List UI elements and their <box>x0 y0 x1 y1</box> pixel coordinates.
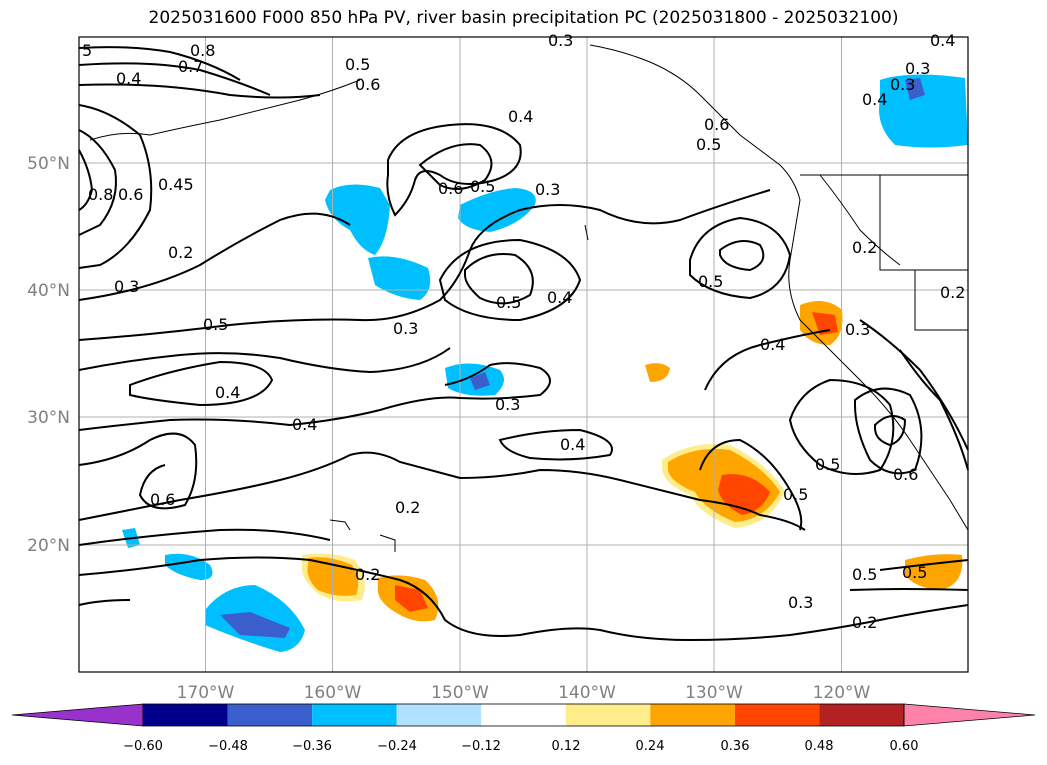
contour-label: 0.3 <box>788 593 813 612</box>
contour-label: 0.3 <box>114 277 139 296</box>
lat-tick-labels: 50°N 40°N 30°N 20°N <box>27 154 70 556</box>
colorbar-tick-label: −0.60 <box>123 739 163 754</box>
lat-tick-label: 30°N <box>27 408 70 428</box>
lat-tick-label: 20°N <box>27 536 70 556</box>
colorbar-tick-labels: −0.60 −0.48 −0.36 −0.24 −0.12 0.12 0.24 … <box>123 739 918 754</box>
contour-label: 0.3 <box>905 59 930 78</box>
contour-label: 0.4 <box>215 383 240 402</box>
contour-label: 5 <box>82 41 92 60</box>
contour-label: 0.6 <box>893 465 918 484</box>
colorbar-tick-label: −0.48 <box>208 739 248 754</box>
colorbar-tick-label: 0.60 <box>890 739 919 754</box>
lon-tick-label: 160°W <box>304 683 362 703</box>
lon-tick-labels: 170°W 160°W 150°W 140°W 130°W 120°W <box>177 683 871 703</box>
lon-tick-label: 120°W <box>813 683 871 703</box>
colorbar-segment <box>481 704 566 726</box>
colorbar-extend-low <box>11 703 144 727</box>
colorbar-segment <box>143 704 228 726</box>
contour-label: 0.3 <box>495 395 520 414</box>
contour-label: 0.5 <box>496 293 521 312</box>
contour-label: 0.3 <box>393 319 418 338</box>
colorbar-tick-label: −0.24 <box>377 739 417 754</box>
contour-label: 0.6 <box>150 490 175 509</box>
contour-label: 0.3 <box>535 180 560 199</box>
contour-label: 0.5 <box>698 272 723 291</box>
map-title: 2025031600 F000 850 hPa PV, river basin … <box>148 8 899 28</box>
contour-label: 0.2 <box>940 283 965 302</box>
contour-label: 0.6 <box>355 75 380 94</box>
map-frame <box>78 36 969 673</box>
contour-label: 0.4 <box>862 90 887 109</box>
pv-contours <box>78 46 969 642</box>
colorbar-segment <box>312 704 397 726</box>
contour-label: 0.5 <box>852 565 877 584</box>
colorbar-segment <box>565 704 651 726</box>
contour-label: 0.6 <box>438 179 463 198</box>
contour-label: 0.4 <box>760 335 785 354</box>
contour-label: 0.3 <box>890 75 915 94</box>
lon-tick-label: 150°W <box>431 683 489 703</box>
contour-label: 0.5 <box>783 485 808 504</box>
contour-label: 0.4 <box>292 415 317 434</box>
colorbar-tick-label: −0.36 <box>292 739 332 754</box>
contour-label: 0.5 <box>902 563 927 582</box>
contour-label: 0.4 <box>930 31 955 50</box>
contour-label: 0.8 <box>88 185 113 204</box>
contour-label: 0.2 <box>395 498 420 517</box>
colorbar-segment <box>227 704 313 726</box>
contour-label: 0.5 <box>696 135 721 154</box>
contour-label: 0.45 <box>158 175 194 194</box>
contour-label: 0.4 <box>547 288 572 307</box>
colorbar-frame <box>142 703 905 727</box>
contour-label: 0.2 <box>168 243 193 262</box>
contour-label: 0.5 <box>345 55 370 74</box>
colorbar-tick-label: 0.24 <box>636 739 665 754</box>
contour-label: 0.2 <box>852 238 877 257</box>
contour-label: 0.5 <box>203 315 228 334</box>
colorbar-segment <box>819 704 904 726</box>
contour-label: 0.4 <box>508 107 533 126</box>
colorbar-segment <box>396 704 482 726</box>
contour-label: 0.4 <box>560 435 585 454</box>
colorbar-tick-label: 0.48 <box>805 739 834 754</box>
contour-label: 0.3 <box>548 31 573 50</box>
contour-label: 0.7 <box>178 57 203 76</box>
contour-label: 0.3 <box>845 320 870 339</box>
contour-labels: 5 0.8 0.7 0.6 0.5 0.4 0.3 0.4 0.6 0.5 0.… <box>82 31 965 632</box>
colorbar-extend-high <box>903 703 1036 727</box>
colorbar-tick-label: 0.12 <box>552 739 581 754</box>
colorbar <box>11 703 1036 727</box>
contour-label: 0.6 <box>118 185 143 204</box>
contour-label: 0.2 <box>852 613 877 632</box>
colorbar-tick-label: 0.36 <box>721 739 750 754</box>
lon-tick-label: 170°W <box>177 683 235 703</box>
precip-shading <box>122 74 968 652</box>
contour-label: 0.6 <box>704 115 729 134</box>
colorbar-segment <box>734 704 820 726</box>
lat-tick-label: 40°N <box>27 281 70 301</box>
map-grid <box>79 37 968 672</box>
lon-tick-label: 140°W <box>558 683 616 703</box>
coastlines <box>89 44 969 552</box>
contour-label: 0.4 <box>116 69 141 88</box>
contour-label: 0.8 <box>190 41 215 60</box>
lat-tick-label: 50°N <box>27 154 70 174</box>
contour-label: 0.5 <box>470 177 495 196</box>
colorbar-segment <box>650 704 735 726</box>
lon-tick-label: 130°W <box>685 683 743 703</box>
contour-label: 0.5 <box>815 455 840 474</box>
contour-label: 0.2 <box>355 565 380 584</box>
colorbar-tick-label: −0.12 <box>461 739 501 754</box>
